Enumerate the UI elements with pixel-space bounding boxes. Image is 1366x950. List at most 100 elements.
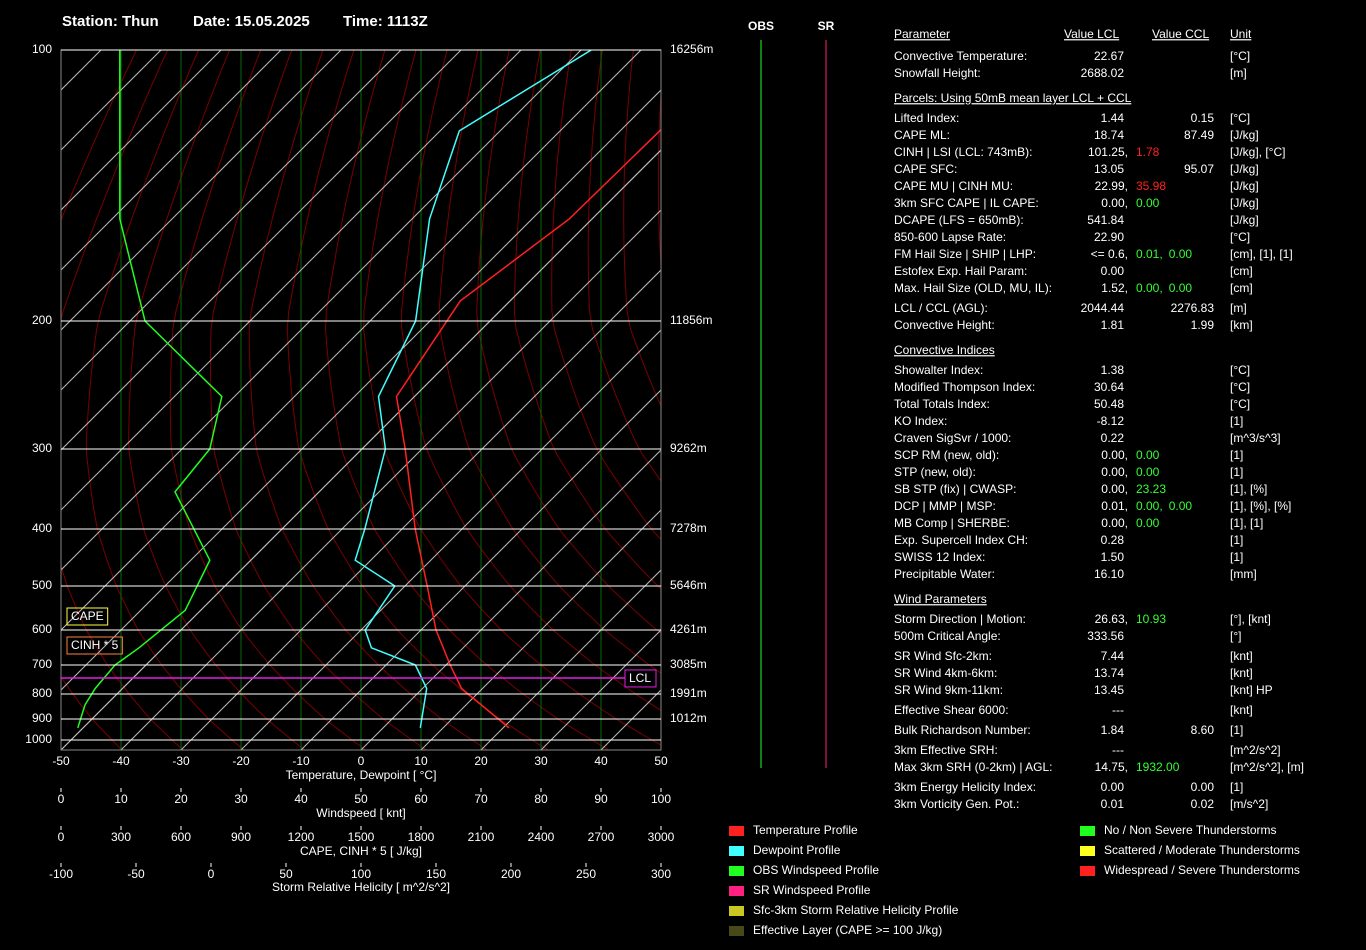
parameter-name: Max 3km SRH (0-2km) | AGL:	[894, 760, 1052, 774]
pressure-label: 1000	[25, 732, 52, 746]
height-label: 5646m	[670, 578, 707, 592]
table-value: 0.15	[1191, 111, 1215, 125]
dry-adiabat	[551, 50, 661, 541]
parameter-unit: [m^2/s^2]	[1230, 743, 1281, 757]
parameter-unit: [knt] HP	[1230, 683, 1273, 697]
table-header: Parameter	[894, 27, 950, 41]
legend-swatch	[1080, 846, 1095, 856]
parameter-name: Convective Temperature:	[894, 49, 1027, 63]
parameter-name: SR Wind Sfc-2km:	[894, 649, 992, 663]
parameter-name: Convective Height:	[894, 318, 995, 332]
profile-line	[354, 50, 592, 729]
parameter-name: CAPE SFC:	[894, 162, 957, 176]
table-value: 0.00,	[1136, 499, 1163, 513]
table-value-rest: 0.00, 0.00	[1136, 281, 1192, 295]
lcl-box	[624, 669, 657, 688]
axis-tick-label: 3000	[648, 830, 675, 844]
dry-adiabat	[438, 50, 661, 674]
table-value: 1.52,	[1101, 281, 1128, 295]
table-value: 0.00	[1136, 196, 1160, 210]
axis-tick-label: -50	[52, 754, 70, 768]
legend-swatch	[729, 886, 744, 896]
table-value: 0.00,	[1101, 465, 1128, 479]
parameter-name: Showalter Index:	[894, 363, 983, 377]
table-value: 101.25,	[1088, 145, 1128, 159]
axis-tick-label: 300	[651, 867, 671, 881]
time: Time: 1113Z	[343, 13, 428, 30]
isotherm	[61, 89, 661, 691]
isotherm	[480, 569, 661, 750]
table-value: 0.22	[1101, 431, 1125, 445]
legend-swatch	[729, 866, 744, 876]
axis-tick-label: 50	[354, 792, 368, 806]
axis-title: Windspeed [ knt]	[316, 806, 405, 820]
station: Station: Thun	[62, 13, 159, 30]
isotherm	[61, 50, 582, 571]
height-label: 9262m	[670, 441, 707, 455]
parameter-name: CAPE MU | CINH MU:	[894, 179, 1013, 193]
table-value: 0.00	[1101, 780, 1125, 794]
table-value: 333.56	[1087, 629, 1124, 643]
height-label: 4261m	[670, 622, 707, 636]
box-label: CINH * 5	[71, 638, 119, 652]
parameter-unit: [1]	[1230, 465, 1243, 479]
legend-label: Temperature Profile	[753, 823, 858, 837]
parameter-unit: [1]	[1230, 723, 1243, 737]
parameter-unit: [°C]	[1230, 49, 1250, 63]
parameter-name: LCL / CCL (AGL):	[894, 301, 988, 315]
axis-tick-label: 250	[576, 867, 596, 881]
legend-swatch	[1080, 866, 1095, 876]
parameter-name: SCP RM (new, old):	[894, 448, 999, 462]
table-value: 1932.00	[1136, 760, 1180, 774]
parameter-name: CINH | LSI (LCL: 743mB):	[894, 145, 1033, 159]
table-value: 13.05	[1094, 162, 1124, 176]
table-value: 35.98	[1136, 179, 1166, 193]
height-label: 7278m	[670, 521, 707, 535]
parameter-unit: [m/s^2]	[1230, 797, 1268, 811]
table-value: 14.75,	[1095, 760, 1128, 774]
table-header: Unit	[1230, 27, 1252, 41]
table-value: ---	[1112, 703, 1124, 717]
isotherm	[61, 149, 661, 750]
table-value: 30.64	[1094, 380, 1124, 394]
parameter-unit: [m^2/s^2], [m]	[1230, 760, 1304, 774]
parameter-name: Bulk Richardson Number:	[894, 723, 1031, 737]
parameter-name: KO Index:	[894, 414, 947, 428]
parameter-name: 3km Energy Helicity Index:	[894, 780, 1036, 794]
axis-tick-label: 10	[414, 754, 428, 768]
table-header: Value LCL	[1064, 27, 1119, 41]
height-label: 1991m	[670, 686, 707, 700]
isotherm	[540, 629, 661, 750]
axis-tick-label: 70	[474, 792, 488, 806]
pressure-label: 100	[32, 42, 52, 56]
parameter-unit: [1]	[1230, 780, 1243, 794]
table-value-rest: 0.00	[1136, 516, 1160, 530]
table-value: 0.00	[1169, 281, 1193, 295]
isotherm	[180, 269, 661, 750]
parameter-unit: [J/kg]	[1230, 213, 1259, 227]
table-value-rest: 0.00	[1136, 465, 1160, 479]
parameter-name: Craven SigSvr / 1000:	[894, 431, 1011, 445]
parameter-name: STP (new, old):	[894, 465, 976, 479]
dry-adiabat	[476, 50, 661, 634]
table-value: 1.50	[1101, 550, 1125, 564]
dry-adiabat	[61, 50, 138, 750]
parameter-name: MB Comp | SHERBE:	[894, 516, 1010, 530]
axis-tick-label: 20	[174, 792, 188, 806]
axis-title: Storm Relative Helicity [ m^2/s^2]	[272, 880, 450, 894]
parameter-unit: [1]	[1230, 550, 1243, 564]
axis-tick-label: -100	[49, 867, 73, 881]
axis-title: Temperature, Dewpoint [ °C]	[286, 768, 437, 782]
table-value-rest: 0.00	[1136, 448, 1160, 462]
table-value: 0.00,	[1101, 448, 1128, 462]
table-value: 0.28	[1101, 533, 1125, 547]
isotherm	[240, 329, 661, 750]
table-value: 0.01,	[1136, 247, 1163, 261]
parameter-name: Exp. Supercell Index CH:	[894, 533, 1028, 547]
isotherm	[420, 509, 661, 750]
axis-tick-label: 40	[294, 792, 308, 806]
box-frame	[66, 607, 109, 626]
dry-adiabat	[61, 50, 184, 750]
table-value-rest: 10.93	[1136, 612, 1166, 626]
